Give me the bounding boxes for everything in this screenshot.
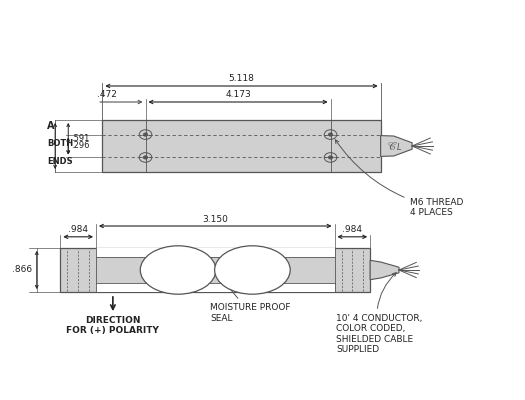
Text: 3.150: 3.150 xyxy=(202,214,228,224)
Text: .296: .296 xyxy=(71,142,89,150)
Text: 4.173: 4.173 xyxy=(225,90,251,99)
Text: .591: .591 xyxy=(71,134,89,143)
Text: L: L xyxy=(396,144,401,152)
Circle shape xyxy=(143,133,148,136)
Circle shape xyxy=(143,156,148,159)
Text: $\mathscr{C}$: $\mathscr{C}$ xyxy=(387,140,397,152)
Text: 5.118: 5.118 xyxy=(228,74,255,83)
Polygon shape xyxy=(381,136,412,156)
Text: .984: .984 xyxy=(68,225,88,234)
Bar xyxy=(96,283,334,292)
Text: MOISTURE PROOF
SEAL: MOISTURE PROOF SEAL xyxy=(207,262,290,322)
Text: A: A xyxy=(47,121,55,131)
Circle shape xyxy=(328,133,333,136)
Bar xyxy=(96,248,334,257)
Text: 10' 4 CONDUCTOR,
COLOR CODED,
SHIELDED CABLE
SUPPLIED: 10' 4 CONDUCTOR, COLOR CODED, SHIELDED C… xyxy=(336,273,423,354)
Text: DIRECTION
FOR (+) POLARITY: DIRECTION FOR (+) POLARITY xyxy=(67,316,159,335)
Text: .472: .472 xyxy=(97,90,117,99)
Bar xyxy=(102,120,381,172)
Polygon shape xyxy=(370,260,399,280)
Circle shape xyxy=(328,156,333,159)
Bar xyxy=(60,248,370,292)
Text: BOTH: BOTH xyxy=(47,139,74,148)
Ellipse shape xyxy=(140,246,216,294)
Text: M6 THREAD
4 PLACES: M6 THREAD 4 PLACES xyxy=(335,140,463,218)
Text: .984: .984 xyxy=(342,225,362,234)
Text: ENDS: ENDS xyxy=(47,157,73,166)
Text: .866: .866 xyxy=(13,266,33,274)
Ellipse shape xyxy=(215,246,290,294)
